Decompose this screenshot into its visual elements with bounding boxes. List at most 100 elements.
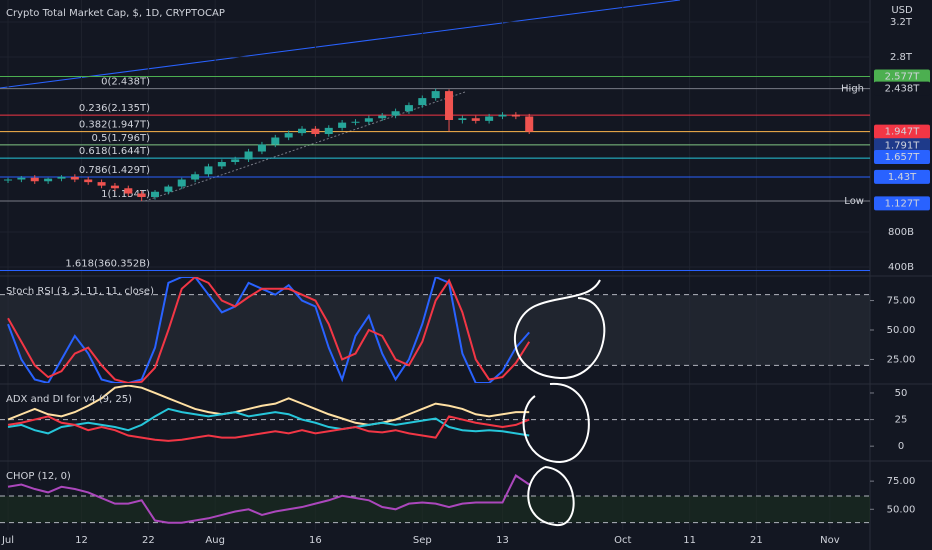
x-tick-label: Jul (1, 535, 14, 546)
y-tick-label: 0 (898, 441, 904, 452)
price-label-box (874, 124, 930, 139)
price-label: 2.577T (885, 71, 921, 82)
y-tick-label: 800B (888, 227, 914, 238)
x-tick-label: Sep (413, 535, 432, 546)
candle-body (17, 177, 26, 180)
candle-body (244, 151, 253, 160)
y-tick-label: 50 (895, 388, 908, 399)
y-tick-label: 25.00 (887, 354, 916, 365)
fib-label: 1.618(360.352B) (65, 259, 150, 270)
series-line (7, 385, 530, 426)
candle-body (97, 182, 106, 186)
x-tick-label: 16 (309, 535, 322, 546)
candle-body (378, 115, 387, 119)
price-label-box (874, 138, 930, 153)
indicator-title: Stoch RSI (3, 3, 11, 11, close) (6, 286, 154, 297)
price-label: 1.43T (888, 172, 917, 183)
candle-body (324, 127, 333, 134)
price-label: 1.947T (885, 127, 921, 138)
candle-body (498, 114, 507, 117)
fib-label: 0(2.438T) (101, 77, 150, 88)
candle-body (257, 144, 266, 152)
x-tick-label: 21 (750, 535, 763, 546)
fib-label: 0.382(1.947T) (79, 120, 150, 131)
circle (527, 466, 575, 527)
level-band (0, 496, 870, 523)
y-tick-label: 3.2T (890, 17, 913, 28)
price-label: 1.657T (885, 152, 921, 163)
trend-line (0, 0, 681, 89)
y-tick-label: 400B (888, 262, 914, 273)
x-tick-label: Nov (820, 535, 840, 546)
candle-body (338, 122, 347, 128)
candle-body (217, 162, 226, 167)
circle (513, 279, 606, 380)
candle-body (311, 128, 320, 134)
x-tick-label: 22 (142, 535, 155, 546)
price-tag: Low (844, 196, 864, 207)
candle-body (418, 98, 427, 106)
fib-label: 1(1.154T) (101, 189, 150, 200)
price-label: 1.127T (885, 198, 921, 209)
y-tick-label: 25 (895, 415, 908, 426)
candle-body (364, 118, 373, 122)
indicator-title: ADX and DI for v4 (9, 25) (6, 394, 132, 405)
candle-body (84, 179, 93, 183)
candle-body (525, 116, 534, 132)
candle-body (351, 121, 360, 123)
candle-body (485, 116, 494, 121)
fib-label: 0.618(1.644T) (79, 146, 150, 157)
candle-body (137, 193, 146, 198)
price-label-box (874, 81, 930, 96)
x-tick-label: 13 (496, 535, 509, 546)
fib-label: 0.786(1.429T) (79, 165, 150, 176)
x-tick-label: Oct (614, 535, 631, 546)
price-label-box (874, 169, 930, 184)
series-line (7, 277, 531, 383)
candle-body (271, 137, 280, 145)
currency: USD (891, 5, 913, 16)
price-label-box (874, 150, 930, 165)
y-tick-label: 50.00 (887, 325, 916, 336)
fib-label: 0.5(1.796T) (92, 133, 151, 144)
candle-body (4, 179, 13, 181)
candle-body (70, 176, 79, 180)
candle-body (124, 188, 133, 194)
fib-label: 0.236(2.135T) (79, 103, 150, 114)
candle-body (458, 118, 467, 120)
price-label: 2.438T (885, 84, 921, 95)
indicator-title: CHOP (12, 0) (6, 471, 71, 482)
candle-body (298, 128, 307, 134)
candle-body (30, 177, 39, 182)
candle-body (511, 114, 520, 117)
chart-title: Crypto Total Market Cap, $, 1D, CRYPTOCA… (6, 8, 225, 19)
candle-body (231, 159, 240, 163)
hand-drawn-marks (513, 279, 606, 527)
series-line (7, 474, 530, 524)
series-line (7, 415, 530, 442)
y-tick-label: 75.00 (887, 296, 916, 307)
candle-body (404, 105, 413, 112)
price-tag: High (841, 84, 864, 95)
candle-body (471, 118, 480, 121)
y-tick-label: 2.8T (890, 52, 913, 63)
candle-body (431, 91, 440, 99)
circle (522, 382, 590, 464)
level-band (0, 294, 870, 366)
candle-body (191, 174, 200, 180)
y-tick-label: 50.00 (887, 504, 916, 515)
series-line (7, 407, 530, 437)
y-tick-label: 75.00 (887, 476, 916, 487)
candle-body (391, 111, 400, 116)
price-label-box (874, 69, 930, 84)
price-label-box (874, 196, 930, 211)
x-tick-label: 12 (75, 535, 88, 546)
candle-body (445, 91, 454, 120)
candle-body (57, 176, 66, 179)
series-line (7, 277, 530, 383)
price-label: 1.791T (885, 140, 921, 151)
